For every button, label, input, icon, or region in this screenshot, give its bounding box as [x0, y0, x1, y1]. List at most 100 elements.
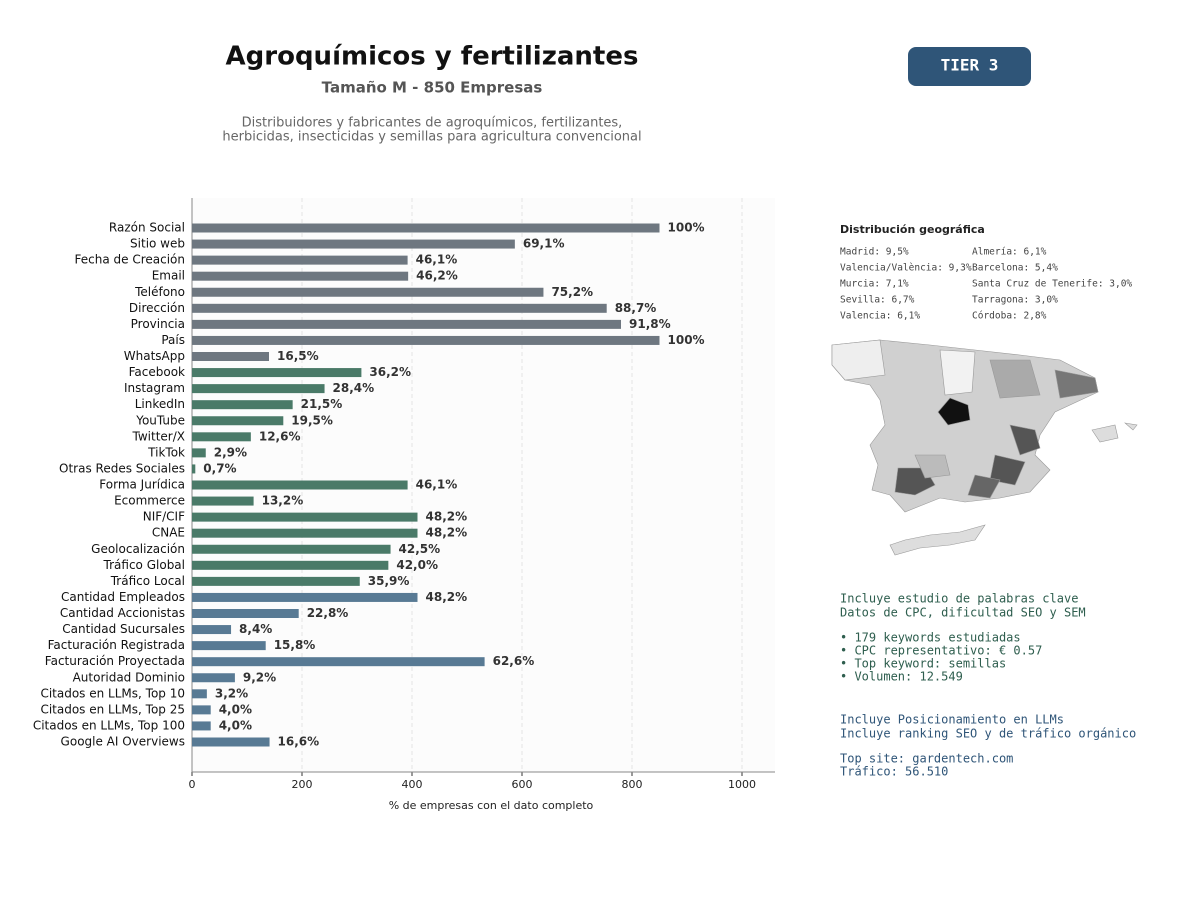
y-tick-label: Facebook — [129, 365, 185, 379]
y-tick-label: LinkedIn — [135, 397, 185, 411]
y-tick-label: Facturación Proyectada — [45, 654, 185, 668]
map-region — [937, 397, 971, 426]
value-label: 46,2% — [416, 269, 458, 283]
geo-item: Tarragona: 3,0% — [972, 295, 1058, 306]
geo-item: Murcia: 7,1% — [840, 279, 909, 290]
llm-line: Top site: gardentech.com — [840, 752, 1013, 766]
description: Distribuidores y fabricantes de agroquím… — [242, 116, 623, 131]
geo-item: Madrid: 9,5% — [840, 247, 909, 258]
x-tick-label: 600 — [512, 778, 533, 791]
y-tick-label: Tráfico Global — [103, 558, 185, 572]
map-islands — [889, 524, 986, 556]
y-tick-label: Ecommerce — [114, 494, 185, 508]
value-label: 91,8% — [629, 317, 671, 331]
value-label: 2,9% — [214, 445, 247, 459]
bar — [192, 705, 211, 715]
value-label: 75,2% — [551, 285, 593, 299]
value-label: 69,1% — [523, 237, 565, 251]
bar — [192, 480, 408, 490]
geo-item: Sevilla: 6,7% — [840, 295, 915, 306]
geo-item: Córdoba: 2,8% — [972, 311, 1047, 322]
value-label: 46,1% — [416, 478, 458, 492]
keyword-line: • CPC representativo: € 0.57 — [840, 644, 1042, 658]
bar — [192, 641, 266, 651]
y-tick-label: WhatsApp — [124, 349, 185, 363]
geo-item: Barcelona: 5,4% — [972, 263, 1058, 274]
llm-line: Tráfico: 56.510 — [840, 765, 948, 779]
value-label: 42,5% — [399, 542, 441, 556]
value-label: 48,2% — [426, 526, 468, 540]
y-tick-label: Citados en LLMs, Top 100 — [33, 718, 185, 732]
y-tick-label: Geolocalización — [91, 542, 185, 556]
map-island — [1124, 422, 1138, 431]
keyword-line: Incluye estudio de palabras clave — [840, 592, 1078, 606]
value-label: 100% — [668, 333, 705, 347]
value-label: 19,5% — [291, 413, 333, 427]
value-label: 8,4% — [239, 622, 272, 636]
y-tick-label: Otras Redes Sociales — [59, 461, 185, 475]
y-tick-label: Facturación Registrada — [48, 638, 185, 652]
y-tick-label: Google AI Overviews — [61, 735, 185, 749]
value-label: 42,0% — [396, 558, 438, 572]
geo-item: Almería: 6,1% — [972, 247, 1047, 258]
bar — [192, 303, 607, 313]
llm-line: Incluye Posicionamiento en LLMs — [840, 713, 1064, 727]
y-tick-label: Teléfono — [134, 285, 185, 299]
y-tick-label: TikTok — [147, 445, 185, 459]
description: herbicidas, insecticidas y semillas para… — [222, 130, 641, 145]
y-tick-label: Razón Social — [109, 221, 185, 235]
bar — [192, 384, 325, 394]
keyword-line: • 179 keywords estudiadas — [840, 631, 1021, 645]
value-label: 16,6% — [278, 735, 320, 749]
bar — [192, 239, 515, 249]
bar — [192, 368, 362, 378]
bar — [192, 737, 270, 747]
y-tick-label: Fecha de Creación — [75, 253, 185, 267]
value-label: 88,7% — [615, 301, 657, 315]
y-tick-label: Cantidad Accionistas — [60, 606, 185, 620]
geo-item: Santa Cruz de Tenerife: 3,0% — [972, 279, 1132, 290]
value-label: 48,2% — [426, 510, 468, 524]
map-region — [1009, 424, 1041, 456]
y-tick-label: YouTube — [135, 413, 185, 427]
bar — [192, 689, 207, 699]
badge — [908, 47, 1031, 86]
value-label: 36,2% — [369, 365, 411, 379]
value-label: 21,5% — [301, 397, 343, 411]
value-label: 35,9% — [368, 574, 410, 588]
bar — [192, 657, 485, 667]
bar — [192, 609, 299, 618]
geo-title: Distribución geográfica — [840, 223, 985, 236]
bar — [192, 255, 408, 265]
y-tick-label: Tráfico Local — [110, 574, 185, 588]
value-label: 28,4% — [333, 381, 375, 395]
x-tick-label: 200 — [292, 778, 313, 791]
value-label: 12,6% — [259, 429, 301, 443]
bar — [192, 335, 660, 345]
bar — [192, 271, 409, 281]
y-tick-label: CNAE — [152, 526, 185, 540]
bar — [192, 496, 254, 506]
value-label: 46,1% — [416, 253, 458, 267]
value-label: 3,2% — [215, 686, 248, 700]
bar — [192, 319, 621, 329]
map-island — [1091, 424, 1119, 443]
y-tick-label: Twitter/X — [132, 429, 185, 443]
y-tick-label: Forma Jurídica — [99, 478, 185, 492]
y-tick-label: Provincia — [131, 317, 185, 331]
value-label: 100% — [668, 221, 705, 235]
y-tick-label: Dirección — [129, 301, 185, 315]
value-label: 15,8% — [274, 638, 316, 652]
bar — [192, 352, 269, 361]
map-region — [989, 454, 1026, 486]
geo-item: Valencia/València: 9,3% — [840, 263, 972, 274]
y-tick-label: Email — [152, 269, 185, 283]
x-tick-label: 1000 — [728, 778, 756, 791]
value-label: 9,2% — [243, 670, 276, 684]
bar — [192, 592, 418, 602]
y-tick-label: País — [161, 333, 185, 347]
bar — [192, 464, 196, 474]
bar — [192, 287, 544, 297]
map-region — [967, 474, 1001, 499]
